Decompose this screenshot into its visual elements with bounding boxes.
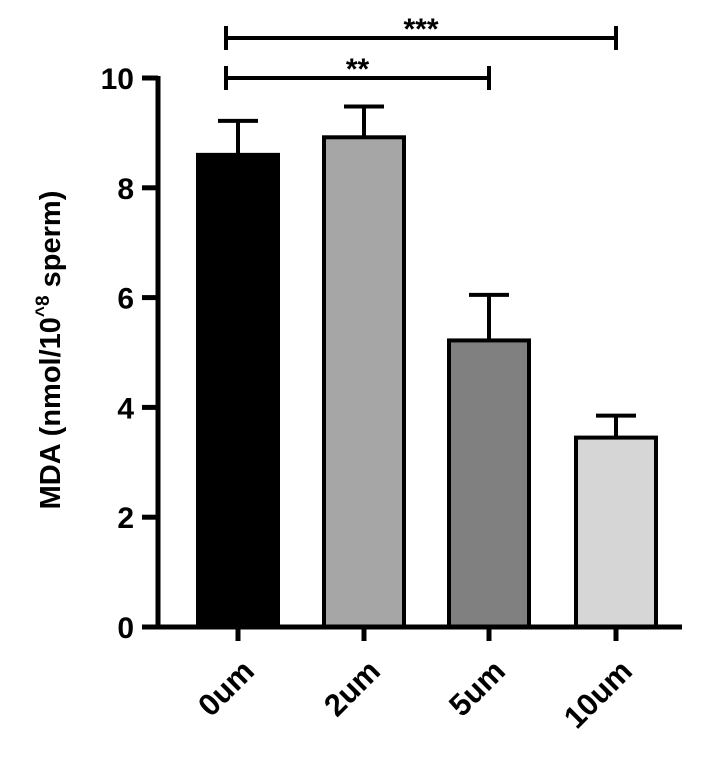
y-tick-label: 6 xyxy=(117,283,134,316)
y-axis-title-main: MDA (nmol/10 xyxy=(35,317,67,509)
y-tick-label: 10 xyxy=(101,63,134,96)
significance-brackets: ***** xyxy=(224,13,618,90)
bars xyxy=(196,135,658,630)
y-axis-title-sup: ^8 xyxy=(33,295,54,317)
x-tick-label: 0um xyxy=(191,653,261,723)
bar xyxy=(322,135,406,630)
y-axis-title-tail: sperm) xyxy=(35,191,67,296)
y-tick-label: 0 xyxy=(117,612,134,645)
error-bars xyxy=(218,104,636,438)
y-tick-label: 4 xyxy=(117,392,134,425)
x-axis: 0um 2um 5um 10um xyxy=(156,624,682,735)
y-tick-label: 2 xyxy=(117,502,134,535)
x-tick-label: 10um xyxy=(557,653,639,735)
x-tick-label: 5um xyxy=(442,653,512,723)
y-axis-title: MDA (nmol/10^8 sperm) xyxy=(33,191,67,510)
bar xyxy=(574,435,658,629)
x-tick-label: 2um xyxy=(317,653,387,723)
y-tick-label: 8 xyxy=(117,173,134,206)
y-axis: 0 2 4 6 8 10 xyxy=(101,63,161,645)
significance-label: *** xyxy=(403,13,438,46)
bar xyxy=(196,152,280,630)
bar xyxy=(447,338,531,629)
significance-label: ** xyxy=(346,53,370,86)
